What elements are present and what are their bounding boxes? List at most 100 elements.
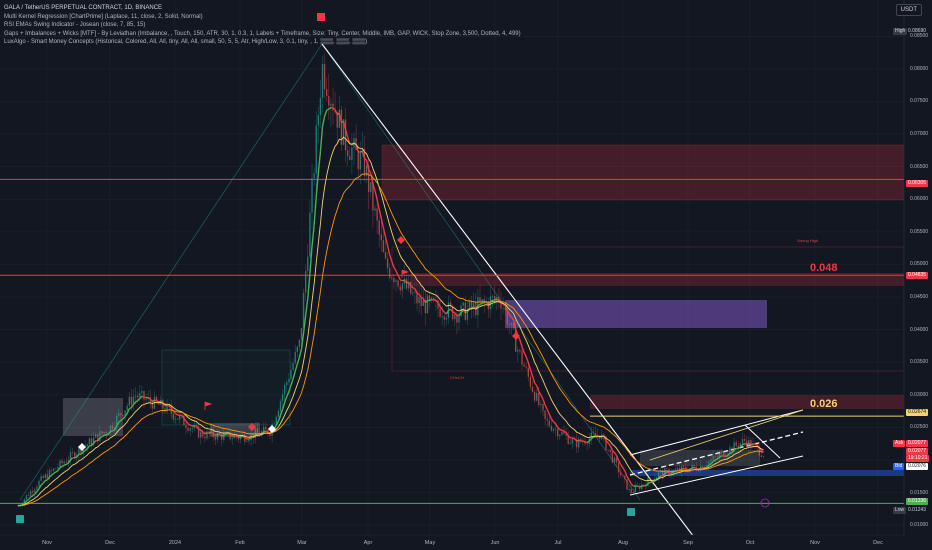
kernel-regression-segment (622, 467, 626, 472)
kernel-regression-segment (479, 302, 483, 306)
candle-body (294, 352, 296, 363)
candle-body (88, 438, 91, 445)
candle-body (332, 103, 334, 111)
replay-icon[interactable] (760, 498, 770, 508)
kernel-regression-segment (525, 356, 529, 363)
kernel-regression-segment (286, 391, 290, 397)
kernel-regression-segment (445, 310, 450, 315)
candle-body (365, 165, 368, 176)
kernel-regression-segment (212, 432, 216, 436)
kernel-regression-segment (679, 468, 682, 472)
low-tag: Low (893, 507, 907, 514)
candle-body (59, 460, 61, 468)
kernel-regression-segment (639, 485, 642, 488)
kernel-regression-segment (281, 402, 286, 410)
candle-body (233, 435, 235, 439)
candle-body (74, 452, 76, 459)
kernel-regression-segment (93, 440, 97, 444)
kernel-regression-segment (420, 296, 424, 299)
candle-body (536, 392, 538, 401)
kernel-regression-segment (42, 480, 46, 484)
strong-high-label: Strong High (797, 238, 819, 243)
candle-body (63, 461, 65, 464)
kernel-regression-segment (374, 190, 378, 200)
kernel-regression-segment (307, 273, 311, 299)
ema-fast-line (17, 136, 764, 507)
kernel-regression-segment (74, 456, 78, 459)
candle-body (449, 302, 452, 306)
candle-body (124, 410, 126, 416)
kernel-regression-segment (441, 308, 445, 313)
kernel-regression-segment (567, 435, 571, 439)
candle-body (311, 178, 313, 213)
kernel-regression-segment (225, 432, 229, 435)
candle-body (214, 436, 217, 440)
candle-body (292, 362, 294, 370)
candle-body (733, 442, 735, 452)
candle-body (42, 476, 44, 478)
candle-body (61, 460, 63, 464)
candle-body (105, 431, 107, 434)
y-tick-label: 0.02500 (910, 424, 929, 431)
kernel-regression-segment (714, 458, 718, 461)
kernel-regression-segment (168, 405, 172, 409)
candle-body (569, 442, 571, 444)
candle-body (370, 182, 372, 193)
kernel-regression-segment (542, 399, 546, 406)
candle-body (69, 451, 72, 461)
bid-value: 0.02076 (906, 463, 929, 470)
kernel-regression-segment (135, 400, 139, 403)
triangle-left-line (19, 43, 323, 501)
kernel-regression-segment (544, 404, 548, 410)
candle-body (638, 485, 641, 490)
candle-body (65, 461, 67, 463)
candle-body (265, 426, 267, 430)
candle-body (609, 449, 611, 452)
kernel-regression-segment (51, 472, 55, 476)
candle-body (473, 302, 475, 309)
kernel-regression-segment (414, 288, 418, 294)
candle-body (546, 418, 548, 421)
candle-body (655, 477, 658, 479)
kernel-regression-segment (277, 415, 282, 422)
kernel-regression-segment (106, 433, 109, 436)
candle-body (617, 462, 620, 473)
candle-body (200, 431, 202, 438)
candle-body (351, 147, 353, 160)
bottom-marker-green-1 (16, 515, 24, 523)
candle-body (126, 405, 128, 411)
kernel-regression-segment (410, 285, 414, 289)
currency-button[interactable]: USDT (895, 4, 922, 16)
kernel-regression-segment (368, 169, 372, 174)
kernel-regression-segment (615, 455, 620, 461)
kernel-regression-segment (739, 444, 744, 448)
kernel-regression-segment (113, 425, 118, 431)
candle-body (494, 296, 496, 300)
candle-body (67, 460, 70, 463)
candle-body (460, 305, 462, 316)
candle-body (752, 443, 754, 448)
kernel-regression-segment (626, 475, 630, 481)
kernel-regression-segment (255, 433, 258, 436)
kernel-regression-segment (611, 449, 615, 453)
kernel-regression-segment (584, 441, 588, 444)
y-tick-label: 0.03000 (910, 391, 929, 398)
kernel-regression-segment (204, 432, 208, 435)
kernel-regression-segment (477, 303, 481, 307)
kernel-regression-segment (416, 292, 420, 295)
candle-body (731, 447, 733, 452)
kernel-regression-segment (55, 470, 59, 473)
kernel-regression-segment (122, 416, 126, 420)
kernel-regression-segment (496, 298, 500, 301)
candle-body (418, 297, 420, 304)
candle-body (554, 428, 557, 430)
kernel-regression-segment (63, 463, 67, 466)
candle-body (323, 63, 326, 90)
candle-body (113, 427, 116, 429)
candle-body (256, 428, 259, 433)
kernel-regression-segment (27, 496, 32, 500)
candle-body (550, 425, 553, 431)
candle-body (632, 492, 634, 493)
candle-body (483, 299, 485, 302)
